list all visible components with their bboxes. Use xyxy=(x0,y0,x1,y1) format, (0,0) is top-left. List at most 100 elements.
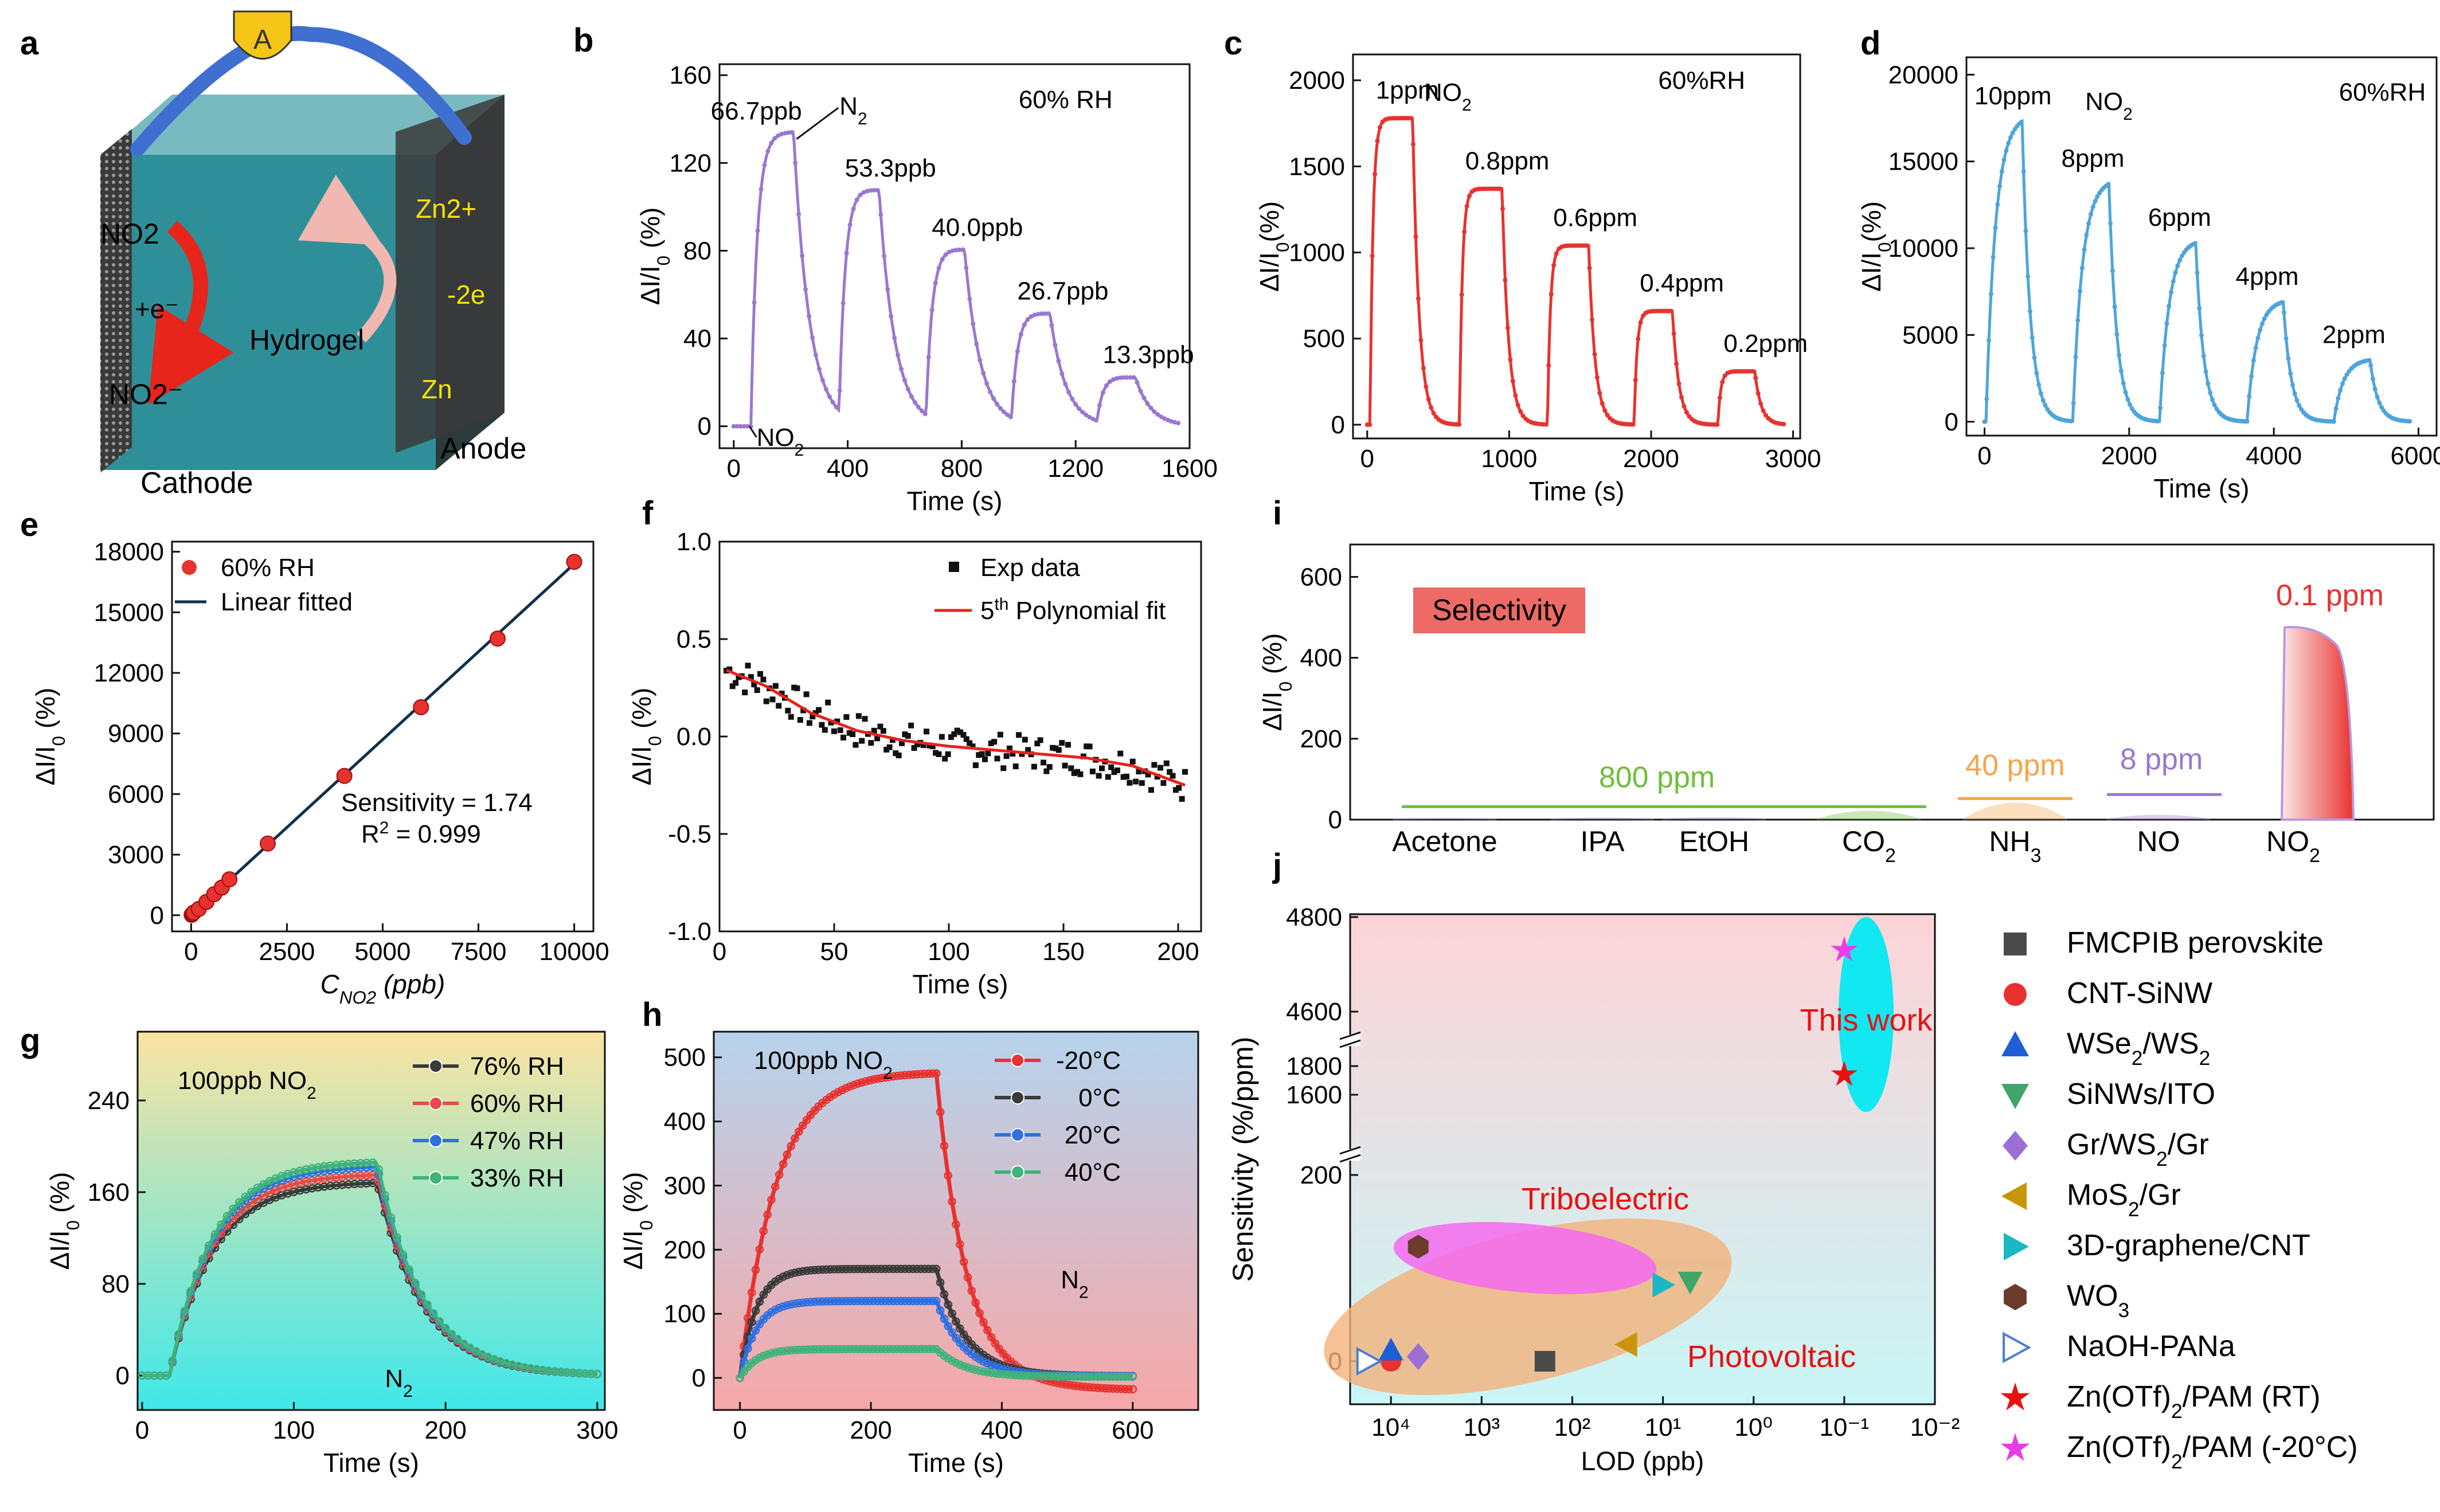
data-point xyxy=(1058,1372,1066,1381)
x-axis-label: CNO2 (ppb) xyxy=(320,969,445,1008)
data-point xyxy=(362,1179,371,1188)
response-area xyxy=(1963,802,2067,821)
data-point xyxy=(332,1173,341,1182)
data-point xyxy=(1592,352,1597,357)
data-point xyxy=(916,1264,925,1274)
data-point xyxy=(795,1127,803,1136)
data-point xyxy=(1120,774,1127,780)
data-point xyxy=(838,1086,847,1094)
text-part: NO2 xyxy=(339,988,376,1008)
y-tick-label: 0 xyxy=(150,902,164,930)
y-tick-label: -1.0 xyxy=(668,918,711,946)
data-point xyxy=(977,358,983,363)
data-point xyxy=(1085,1372,1094,1381)
data-point xyxy=(810,1297,819,1306)
legend-marker xyxy=(429,1059,443,1073)
y-tick-label: 1000 xyxy=(1289,239,1345,267)
data-point xyxy=(2377,400,2382,405)
data-point xyxy=(787,1142,795,1150)
y-axis-label: ΔI/I0 (%) xyxy=(1257,633,1296,731)
legend-marker xyxy=(2001,1084,2029,1109)
plot-frame xyxy=(718,63,1191,449)
x-tick-label: 1600 xyxy=(1162,455,1218,483)
fit-line xyxy=(726,669,1186,787)
data-point xyxy=(1000,765,1007,771)
data-point xyxy=(802,1266,811,1275)
data-point xyxy=(2164,321,2169,326)
legend-label: 3D-graphene/CNT xyxy=(2067,1229,2310,1262)
data-point xyxy=(2021,169,2026,174)
data-point xyxy=(889,737,896,743)
data-point xyxy=(952,1317,960,1326)
data-point xyxy=(838,1265,847,1274)
legend-label: Exp data xyxy=(980,554,1080,582)
data-point xyxy=(920,1345,929,1353)
data-point xyxy=(1124,1372,1133,1381)
pulse-label: 13.3ppb xyxy=(1102,340,1194,369)
data-point xyxy=(787,1300,795,1309)
text-part: th xyxy=(994,595,1008,614)
legend-label: 40°C xyxy=(1065,1158,1121,1186)
text-part: EtOH xyxy=(1679,825,1749,857)
data-point xyxy=(956,1324,964,1333)
data-point xyxy=(1109,1384,1117,1393)
data-point xyxy=(253,1184,262,1192)
data-point xyxy=(998,406,1003,411)
x-tick-label: 400 xyxy=(981,1416,1023,1444)
category-label: EtOH xyxy=(1679,825,1749,857)
data-point xyxy=(954,727,960,734)
y-tick-label: 18000 xyxy=(94,538,164,566)
x-tick-label: 400 xyxy=(827,455,869,483)
data-point xyxy=(751,1306,760,1315)
data-point xyxy=(1145,401,1150,406)
x-axis-label: LOD (ppb) xyxy=(1581,1446,1704,1476)
data-point xyxy=(1117,1372,1125,1381)
data-point xyxy=(936,1278,945,1287)
text-part: 2 xyxy=(2309,845,2320,867)
data-point xyxy=(2075,318,2081,323)
data-point xyxy=(908,722,914,728)
data-point xyxy=(247,1188,256,1196)
data-point xyxy=(846,1264,854,1274)
data-point xyxy=(2068,418,2074,424)
x-tick-label: 800 xyxy=(941,455,983,483)
data-point xyxy=(956,1240,964,1249)
data-point xyxy=(1429,405,1434,410)
data-point xyxy=(843,714,850,720)
legend-label: -20°C xyxy=(1056,1047,1121,1075)
data-point xyxy=(1605,413,1610,418)
data-point xyxy=(818,1345,827,1354)
data-point xyxy=(1148,405,1153,410)
text-part: LOD (ppb) xyxy=(1581,1446,1704,1476)
plot-frame xyxy=(1965,56,2438,437)
data-point xyxy=(912,1345,921,1353)
data-point xyxy=(1084,743,1090,750)
text-part: N xyxy=(839,92,858,120)
data-point xyxy=(2212,402,2217,408)
data-point xyxy=(2192,241,2197,246)
data-point xyxy=(1018,332,1023,337)
data-point xyxy=(1097,1372,1106,1381)
data-point xyxy=(802,1115,811,1125)
data-point xyxy=(1101,1384,1110,1393)
x-tick-label: 200 xyxy=(424,1416,466,1444)
data-point xyxy=(877,1345,886,1353)
pulse-label: 4ppm xyxy=(2235,263,2298,291)
data-point xyxy=(905,733,911,739)
data-point xyxy=(920,1296,929,1306)
gas-label-n2: N2 xyxy=(1061,1266,1088,1302)
data-point xyxy=(1117,1385,1125,1393)
data-point xyxy=(896,752,902,758)
data-point xyxy=(726,666,733,672)
text-part: Time (s) xyxy=(2154,473,2250,503)
data-point xyxy=(2032,355,2037,361)
data-point xyxy=(889,1296,898,1306)
y-tick-label: 12000 xyxy=(94,659,164,687)
data-point xyxy=(1003,753,1010,759)
data-point xyxy=(779,690,785,696)
legend-marker xyxy=(2003,1331,2032,1364)
data-point xyxy=(1987,338,1992,343)
data-point xyxy=(987,1333,996,1342)
y-tick-label: 4800 xyxy=(1286,903,1342,931)
